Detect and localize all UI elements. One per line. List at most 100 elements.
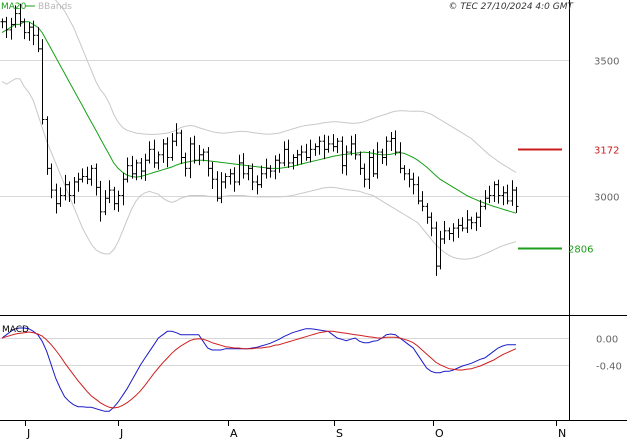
ohlc-bar — [210, 161, 215, 189]
ohlc-bar — [156, 151, 161, 170]
ohlc-bar — [232, 167, 237, 192]
ohlc-bar — [308, 139, 313, 163]
ohlc-bar — [98, 180, 103, 222]
ohlc-bar — [116, 190, 121, 212]
ohlc-bar — [367, 150, 372, 189]
macd-tick-label: -0.40 — [596, 362, 622, 373]
ohlc-bar — [384, 136, 389, 166]
ohlc-bar — [398, 142, 403, 174]
x-tick-label: J — [119, 427, 123, 440]
price-tick-label: 3000 — [594, 193, 619, 204]
ohlc-bar — [429, 212, 434, 237]
x-tick-label: J — [26, 427, 30, 440]
ohlc-bar — [317, 136, 322, 155]
bbands-legend-label: BBands — [38, 2, 72, 12]
ohlc-bar — [474, 212, 479, 231]
ohlc-bars — [0, 3, 519, 276]
ohlc-bar — [246, 165, 251, 181]
ohlc-bar — [393, 130, 398, 156]
ohlc-bar — [63, 174, 68, 201]
ohlc-bar — [487, 185, 492, 204]
ohlc-bar — [4, 16, 9, 39]
ohlc-bar — [72, 177, 77, 204]
ohlc-bar — [161, 139, 166, 163]
ohlc-bar — [304, 143, 309, 161]
ma20-line — [1, 21, 517, 214]
ohlc-bar — [299, 145, 304, 165]
ohlc-bar — [501, 186, 506, 206]
x-tick-label: A — [230, 427, 238, 440]
ohlc-bar — [58, 187, 63, 207]
signal-series-line — [1, 330, 517, 409]
bbands-lower-line — [1, 78, 517, 260]
macd-panel-label: MACD — [2, 325, 29, 335]
price-levels: 3172 2806 — [518, 146, 619, 256]
ma20-series-line — [1, 21, 517, 214]
ohlc-bar — [152, 139, 157, 168]
x-tick-label: O — [435, 427, 444, 440]
ohlc-bar — [505, 184, 510, 205]
ohlc-bar — [411, 172, 416, 195]
ohlc-bar — [250, 163, 255, 191]
ohlc-bar — [371, 149, 376, 178]
ohlc-bar — [375, 142, 380, 179]
ohlc-bar — [219, 172, 224, 204]
ohlc-bar — [255, 175, 260, 195]
ohlc-bar — [277, 153, 282, 173]
ohlc-bar — [353, 134, 358, 160]
ohlc-bar — [54, 183, 59, 214]
ohlc-bar — [147, 141, 152, 164]
x-tick-label: N — [558, 427, 566, 440]
ohlc-bar — [107, 180, 112, 204]
ohlc-bar — [67, 181, 72, 203]
ohlc-bar — [425, 203, 430, 224]
ohlc-bar — [510, 180, 515, 206]
ohlc-bar — [264, 158, 269, 179]
bollinger-bands — [1, 0, 517, 260]
ohlc-bar — [514, 186, 519, 213]
ohlc-bar — [465, 210, 470, 233]
ohlc-bar — [197, 145, 202, 166]
copyright-label: © TEC 27/10/2024 4:0 GMT — [448, 2, 574, 12]
ohlc-bar — [103, 190, 108, 216]
ohlc-bar — [322, 134, 327, 160]
ohlc-bar — [416, 176, 421, 205]
ohlc-bar — [340, 136, 345, 174]
ohlc-bar — [18, 3, 23, 27]
ohlc-bar — [237, 154, 242, 186]
ohlc-bar — [9, 17, 14, 40]
ohlc-bar — [291, 154, 296, 170]
ohlc-bar — [402, 165, 407, 181]
price-grid: 3500 3000 — [0, 57, 619, 204]
macd-lines — [1, 327, 517, 412]
ohlc-bar — [326, 135, 331, 153]
ohlc-bar — [420, 191, 425, 212]
support-level-label: 2806 — [568, 245, 593, 256]
ohlc-bar — [460, 217, 465, 232]
ohlc-bar — [215, 171, 220, 202]
macd-grid: 0.00 -0.40 — [0, 335, 622, 373]
macd-series-line — [1, 327, 516, 412]
ohlc-bar — [49, 163, 54, 199]
ohlc-bar — [165, 137, 170, 168]
ohlc-bar — [492, 181, 497, 203]
ohlc-bar — [496, 179, 501, 204]
ohlc-bar — [121, 172, 126, 206]
ohlc-bar — [143, 153, 148, 181]
ohlc-bar — [139, 158, 144, 180]
ohlc-bar — [206, 147, 211, 177]
ohlc-bar — [228, 168, 233, 185]
ohlc-bar — [344, 145, 349, 176]
ohlc-bar — [295, 149, 300, 166]
ohlc-bar — [125, 157, 130, 183]
macd-tick-label: 0.00 — [596, 335, 618, 346]
ohlc-bar — [241, 153, 246, 179]
ohlc-bar — [0, 18, 5, 29]
ohlc-bar — [192, 135, 197, 164]
ohlc-bar — [438, 230, 443, 270]
ohlc-bar — [335, 137, 340, 154]
ohlc-bar — [451, 223, 456, 242]
ohlc-bar — [27, 22, 32, 41]
